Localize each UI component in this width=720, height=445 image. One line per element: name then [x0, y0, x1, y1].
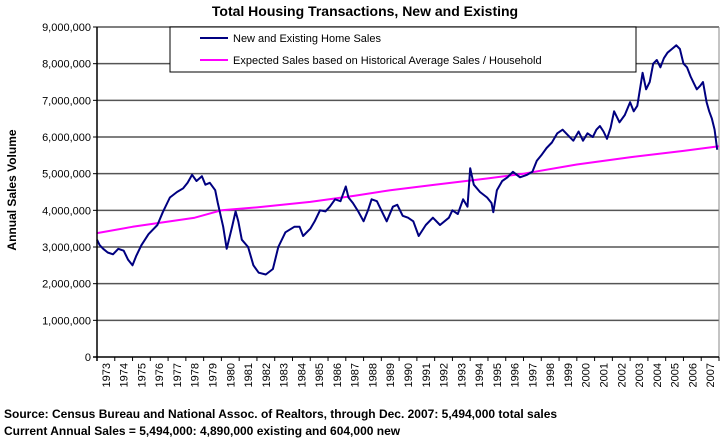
x-tick-label: 1994	[474, 363, 486, 387]
y-tick-label: 0	[85, 352, 91, 364]
x-tick-label: 1986	[332, 363, 344, 387]
y-axis-label: Annual Sales Volume	[5, 129, 19, 250]
x-tick-label: 2000	[581, 363, 593, 387]
y-tick-label: 2,000,000	[42, 279, 91, 291]
y-tick-label: 3,000,000	[42, 242, 91, 254]
x-axis-ticks: 1973 1974 1975 1976 1977 1978 1979 1980 1981 1982…	[101, 357, 720, 387]
x-tick-label: 1989	[385, 363, 397, 387]
x-tick-label: 2005	[670, 363, 682, 387]
x-tick-label: 1995	[492, 363, 504, 387]
series-lines	[96, 44, 720, 276]
x-tick-label: 1978	[190, 363, 202, 387]
gridlines	[97, 26, 720, 357]
x-tick-label: 2002	[616, 363, 628, 387]
x-tick-label: 2003	[634, 363, 646, 387]
x-tick-label: 1997	[527, 363, 539, 387]
y-tick-label: 1,000,000	[42, 315, 91, 327]
y-tick-label: 5,000,000	[42, 169, 91, 181]
x-tick-label: 1974	[119, 363, 131, 387]
y-tick-label: 8,000,000	[42, 59, 91, 71]
legend-box	[169, 26, 637, 73]
x-tick-label: 1981	[243, 363, 255, 387]
x-tick-label: 1982	[261, 363, 273, 387]
x-tick-label: 1993	[456, 363, 468, 387]
legend: New and Existing Home Sales Expected Sal…	[169, 26, 637, 73]
x-tick-label: 1991	[421, 363, 433, 387]
x-tick-label: 1990	[403, 363, 415, 387]
x-tick-label: 1998	[545, 363, 557, 387]
x-tick-label: 1985	[314, 363, 326, 387]
current-sales-note: Current Annual Sales = 5,494,000: 4,890,…	[4, 424, 401, 438]
x-tick-label: 1992	[439, 363, 451, 387]
x-tick-label: 1977	[172, 363, 184, 387]
y-tick-label: 6,000,000	[42, 132, 91, 144]
y-tick-label: 7,000,000	[42, 95, 91, 107]
x-tick-label: 1984	[296, 363, 308, 387]
chart-title: Total Housing Transactions, New and Exis…	[212, 3, 518, 19]
x-tick-label: 2001	[598, 363, 610, 387]
x-tick-label: 2006	[687, 363, 699, 387]
y-tick-label: 4,000,000	[42, 205, 91, 217]
x-tick-label: 2004	[652, 363, 664, 387]
x-tick-label: 1979	[208, 363, 220, 387]
x-tick-label: 1975	[136, 363, 148, 387]
x-tick-label: 1980	[225, 363, 237, 387]
legend-label-expected-sales: Expected Sales based on Historical Avera…	[233, 55, 542, 67]
x-tick-label: 1973	[101, 363, 113, 387]
x-tick-label: 1987	[350, 363, 362, 387]
series-line-home-sales	[96, 44, 719, 276]
series-line-expected-sales	[96, 145, 720, 235]
source-note: Source: Census Bureau and National Assoc…	[4, 407, 558, 421]
y-axis-ticks: 0 1,000,000 2,000,000 3,000,000 4,000,000 5,0…	[42, 22, 97, 364]
legend-label-home-sales: New and Existing Home Sales	[233, 33, 381, 45]
x-tick-label: 2007	[705, 363, 717, 387]
x-tick-label: 1988	[367, 363, 379, 387]
x-tick-label: 1999	[563, 363, 575, 387]
y-tick-label: 9,000,000	[42, 22, 91, 34]
x-tick-label: 1976	[154, 363, 166, 387]
x-tick-label: 1996	[510, 363, 522, 387]
x-tick-label: 1983	[279, 363, 291, 387]
axes	[93, 27, 719, 361]
